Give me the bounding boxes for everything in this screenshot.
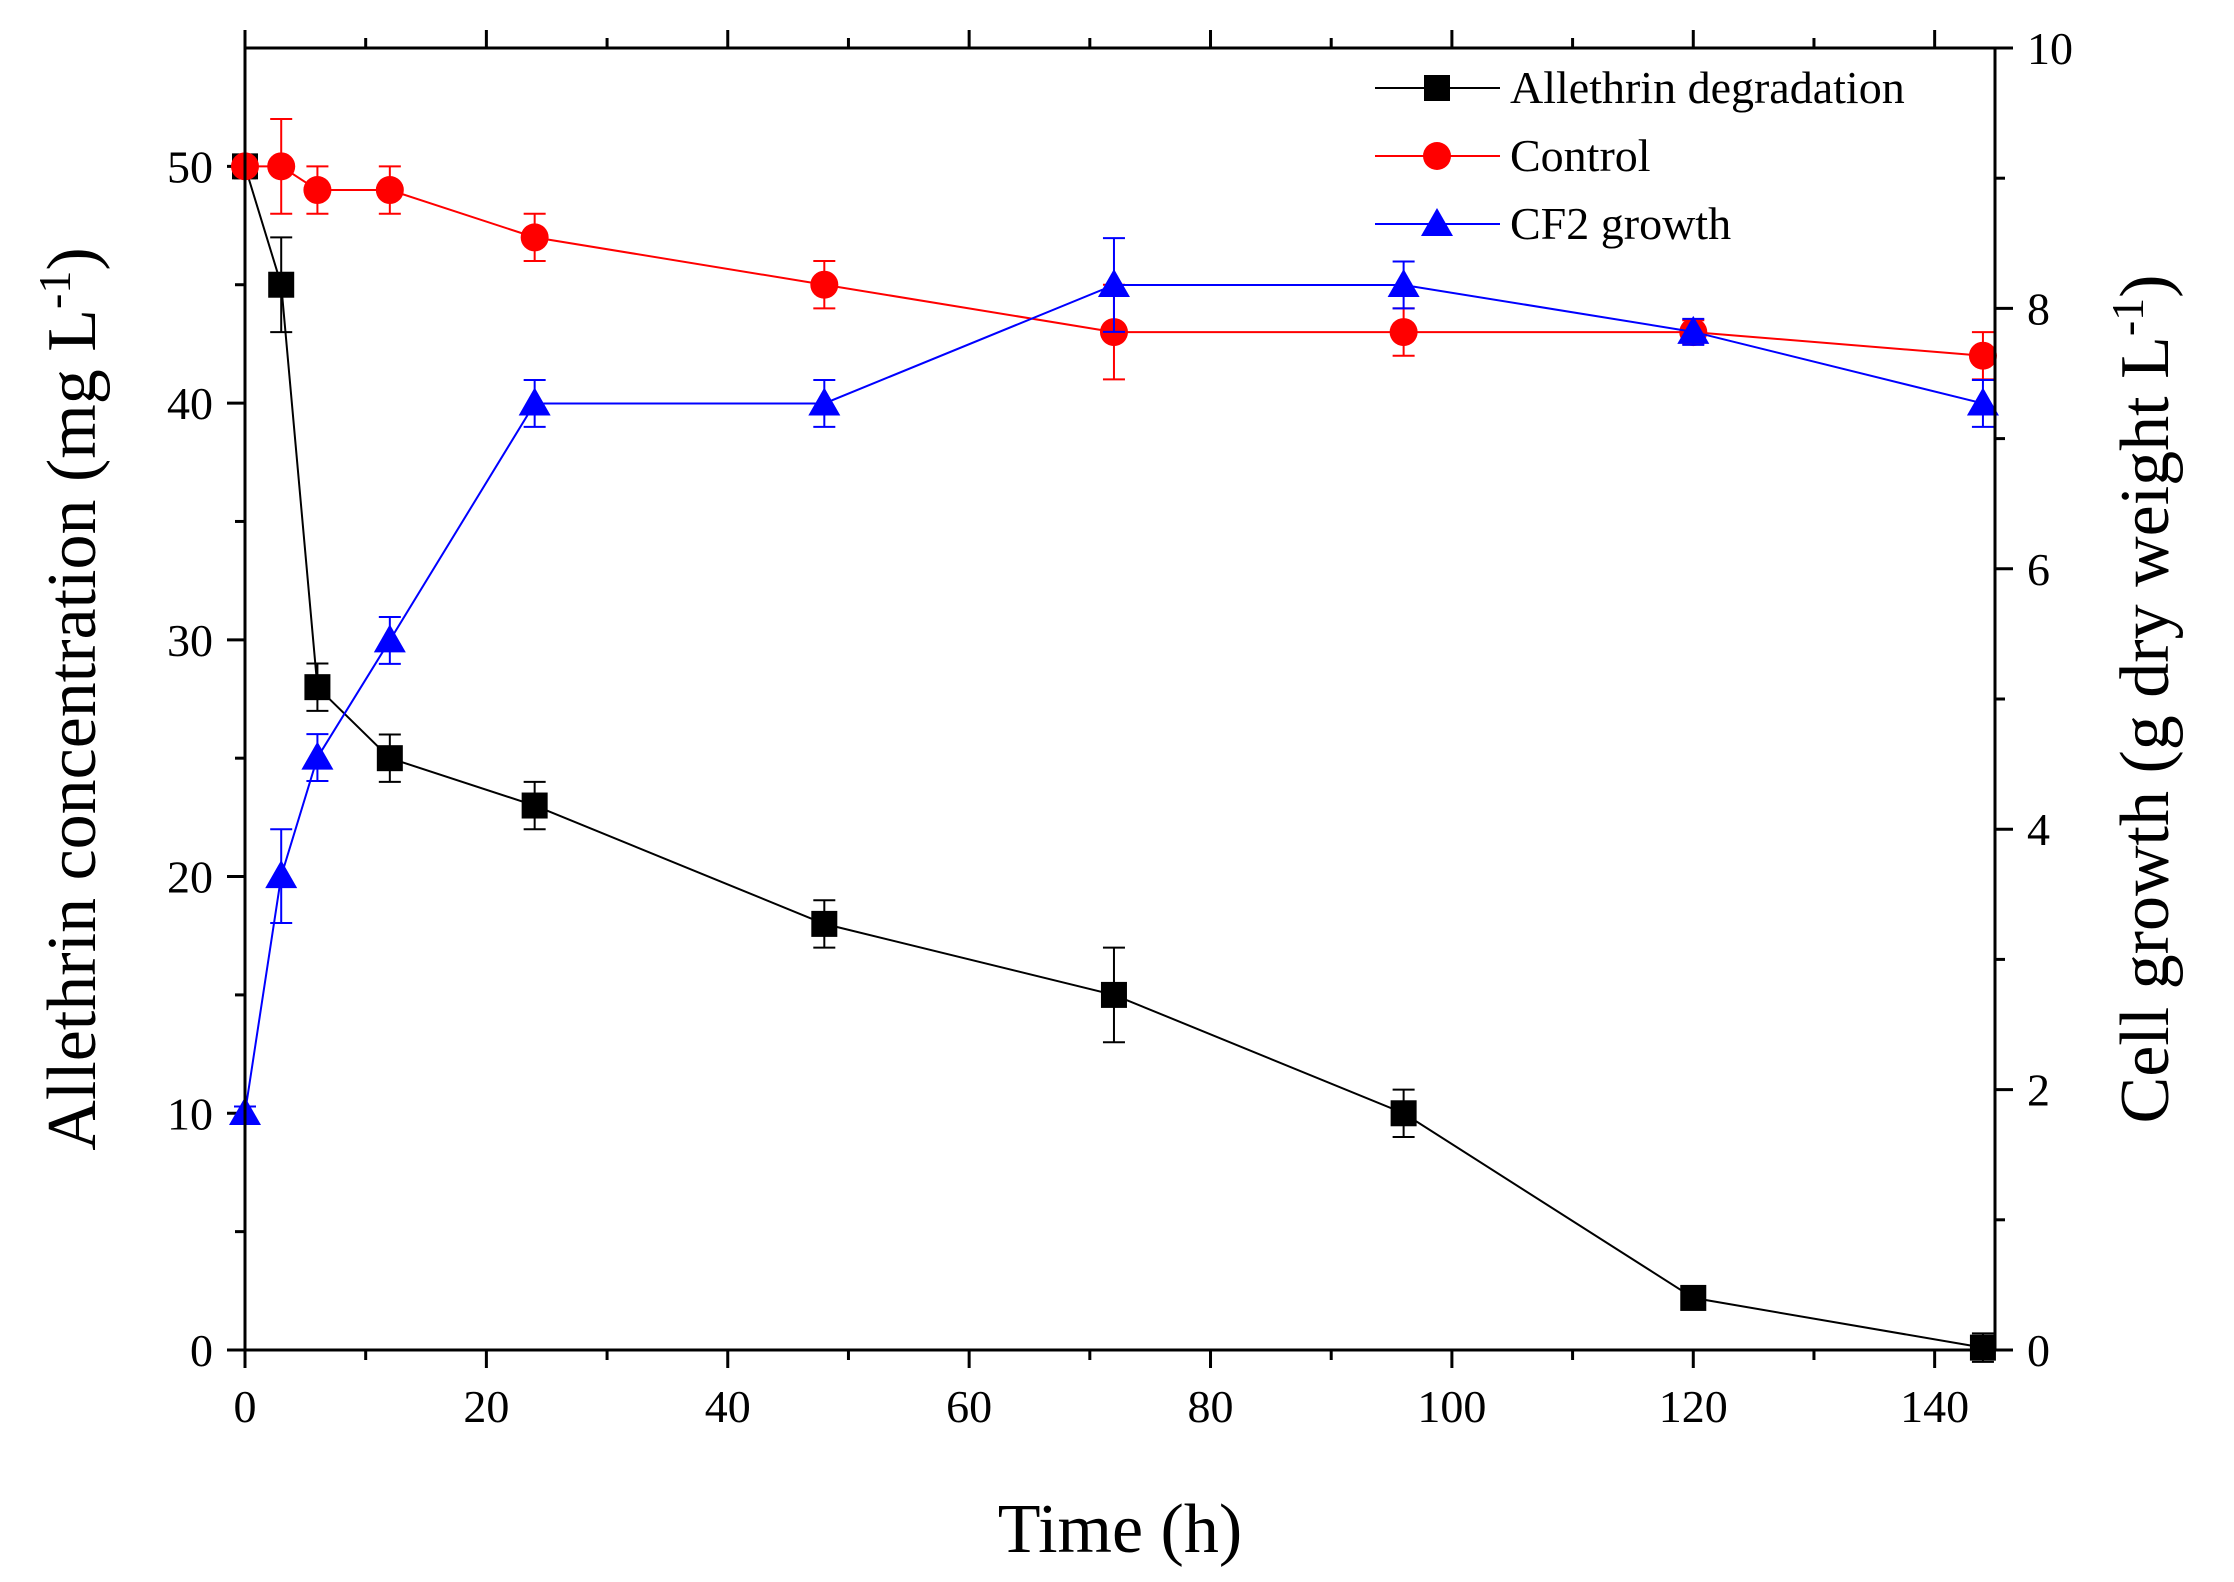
control-point xyxy=(1968,341,1997,370)
legend-marker xyxy=(1421,208,1453,236)
y-left-axis-title: Allethrin concentration (mg L-1) xyxy=(29,247,112,1150)
y-left-tick-label: 20 xyxy=(167,852,213,903)
allethrin-degradation-point xyxy=(521,792,548,819)
x-axis-title: Time (h) xyxy=(998,1491,1242,1568)
cf2-growth-point xyxy=(1966,387,1999,416)
x-tick-label: 100 xyxy=(1417,1381,1486,1432)
cf2-growth-line xyxy=(244,283,1984,1114)
allethrin-degradation-series xyxy=(232,153,1996,1363)
y-right-tick-label: 2 xyxy=(2027,1065,2050,1116)
plot-frame xyxy=(243,46,1997,1352)
x-tick-label: 60 xyxy=(946,1381,992,1432)
y-right-axis-title-text: Cell growth (g dry weight L xyxy=(2107,336,2184,1123)
legend-entry-allethrin-degradation: Allethrin degradation xyxy=(1375,62,1905,113)
y-right-axis-title-close: ) xyxy=(2107,274,2184,297)
y-left-axis-ticks: 0 10 20 30 40 50 xyxy=(167,141,245,1376)
control-point xyxy=(375,176,404,205)
legend-label: Allethrin degradation xyxy=(1510,62,1905,113)
allethrin-degradation-point xyxy=(1969,1334,1996,1361)
y-left-axis-title-sup: -1 xyxy=(29,271,80,309)
y-right-tick-label: 10 xyxy=(2027,23,2073,74)
x-tick-label: 80 xyxy=(1188,1381,1234,1432)
allethrin-degradation-point xyxy=(1100,981,1127,1008)
x-tick-label: 20 xyxy=(463,1381,509,1432)
y-right-axis-ticks: 0 2 4 6 8 10 xyxy=(1995,23,2073,1376)
y-right-axis-title-sup: -1 xyxy=(2102,298,2153,336)
x-axis-ticks: 0 20 40 60 80 100 120 140 xyxy=(234,30,1969,1432)
legend-entry-cf2-growth: CF2 growth xyxy=(1375,198,1731,249)
legend: Allethrin degradation Control CF2 growth xyxy=(1375,62,1905,249)
allethrin-degradation-point xyxy=(1680,1284,1707,1311)
cf2-growth-point xyxy=(1097,268,1130,297)
control-point xyxy=(267,152,296,181)
y-left-axis-title-text: Allethrin concentration (mg L xyxy=(34,309,111,1151)
x-tick-label: 140 xyxy=(1900,1381,1969,1432)
cf2-growth-point xyxy=(808,387,841,416)
y-left-tick-label: 50 xyxy=(167,141,213,192)
series-layer xyxy=(229,118,1999,1363)
control-point xyxy=(520,223,549,252)
allethrin-degradation-point xyxy=(811,910,838,937)
cf2-growth-point xyxy=(1387,268,1420,297)
control-series xyxy=(231,118,1997,381)
y-right-tick-label: 6 xyxy=(2027,544,2050,595)
control-point xyxy=(303,176,332,205)
allethrin-degradation-point xyxy=(304,674,331,701)
control-point xyxy=(1389,318,1418,347)
legend-label: CF2 growth xyxy=(1510,198,1731,249)
y-right-tick-label: 0 xyxy=(2027,1325,2050,1376)
legend-marker xyxy=(1423,142,1451,170)
y-right-tick-label: 4 xyxy=(2027,804,2050,855)
y-left-axis-title-close: ) xyxy=(34,247,111,270)
legend-marker xyxy=(1424,75,1450,101)
allethrin-degradation-point xyxy=(376,745,403,772)
cf2-growth-point xyxy=(518,387,551,416)
cf2-growth-point xyxy=(301,741,334,770)
allethrin-degradation-point xyxy=(1390,1100,1417,1127)
cf2-growth-point xyxy=(373,624,406,653)
y-right-tick-label: 8 xyxy=(2027,283,2050,334)
y-left-tick-label: 0 xyxy=(190,1325,213,1376)
y-left-tick-label: 30 xyxy=(167,615,213,666)
x-tick-label: 120 xyxy=(1659,1381,1728,1432)
allethrin-degradation-line xyxy=(244,166,1984,1349)
control-point xyxy=(810,270,839,299)
legend-entry-control: Control xyxy=(1375,130,1651,181)
y-left-tick-label: 40 xyxy=(167,378,213,429)
y-left-tick-label: 10 xyxy=(167,1088,213,1139)
legend-label: Control xyxy=(1510,130,1651,181)
cf2-growth-point xyxy=(265,860,298,889)
x-tick-label: 40 xyxy=(705,1381,751,1432)
allethrin-degradation-point xyxy=(268,271,295,298)
x-tick-label: 0 xyxy=(234,1381,257,1432)
cf2-growth-point xyxy=(1677,315,1710,344)
control-line xyxy=(245,165,1984,357)
y-right-axis-title: Cell growth (g dry weight L-1) xyxy=(2102,274,2185,1123)
